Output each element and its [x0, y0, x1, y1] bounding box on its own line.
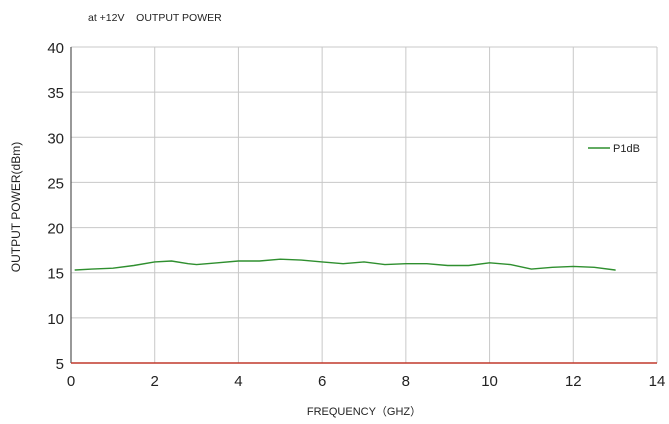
x-tick-label: 4: [234, 373, 242, 390]
y-tick-label: 40: [47, 40, 64, 57]
grid-layer: [71, 46, 658, 363]
y-tick-label: 25: [47, 175, 64, 192]
legend: P1dB: [588, 143, 640, 155]
x-tick-label: 14: [649, 373, 666, 390]
y-tick-label: 35: [47, 85, 64, 102]
x-tick-label: 12: [565, 373, 582, 390]
y-tick-label: 5: [56, 356, 64, 373]
series-layer: [74, 258, 616, 271]
x-tick-label: 10: [481, 373, 498, 390]
x-tick-label: 2: [151, 373, 159, 390]
y-axis-label: OUTPUT POWER(dBm): [9, 142, 23, 272]
x-tick-label: 8: [402, 373, 410, 390]
chart-title: at +12V OUTPUT POWER: [88, 12, 222, 24]
series-line-p1db: [74, 258, 616, 271]
y-tick-label: 10: [47, 311, 64, 328]
x-tick-label: 6: [318, 373, 326, 390]
y-tick-label: 30: [47, 130, 64, 147]
y-tick-label: 15: [47, 266, 64, 283]
x-axis-label: FREQUENCY（GHZ）: [307, 405, 421, 418]
axis-layer: 5 10 15 20 25 30 35 40 0 2 4 6 8 10 12 14: [47, 40, 665, 390]
legend-label: P1dB: [613, 143, 640, 155]
y-tick-label: 20: [47, 221, 64, 238]
x-tick-label: 0: [67, 373, 75, 390]
